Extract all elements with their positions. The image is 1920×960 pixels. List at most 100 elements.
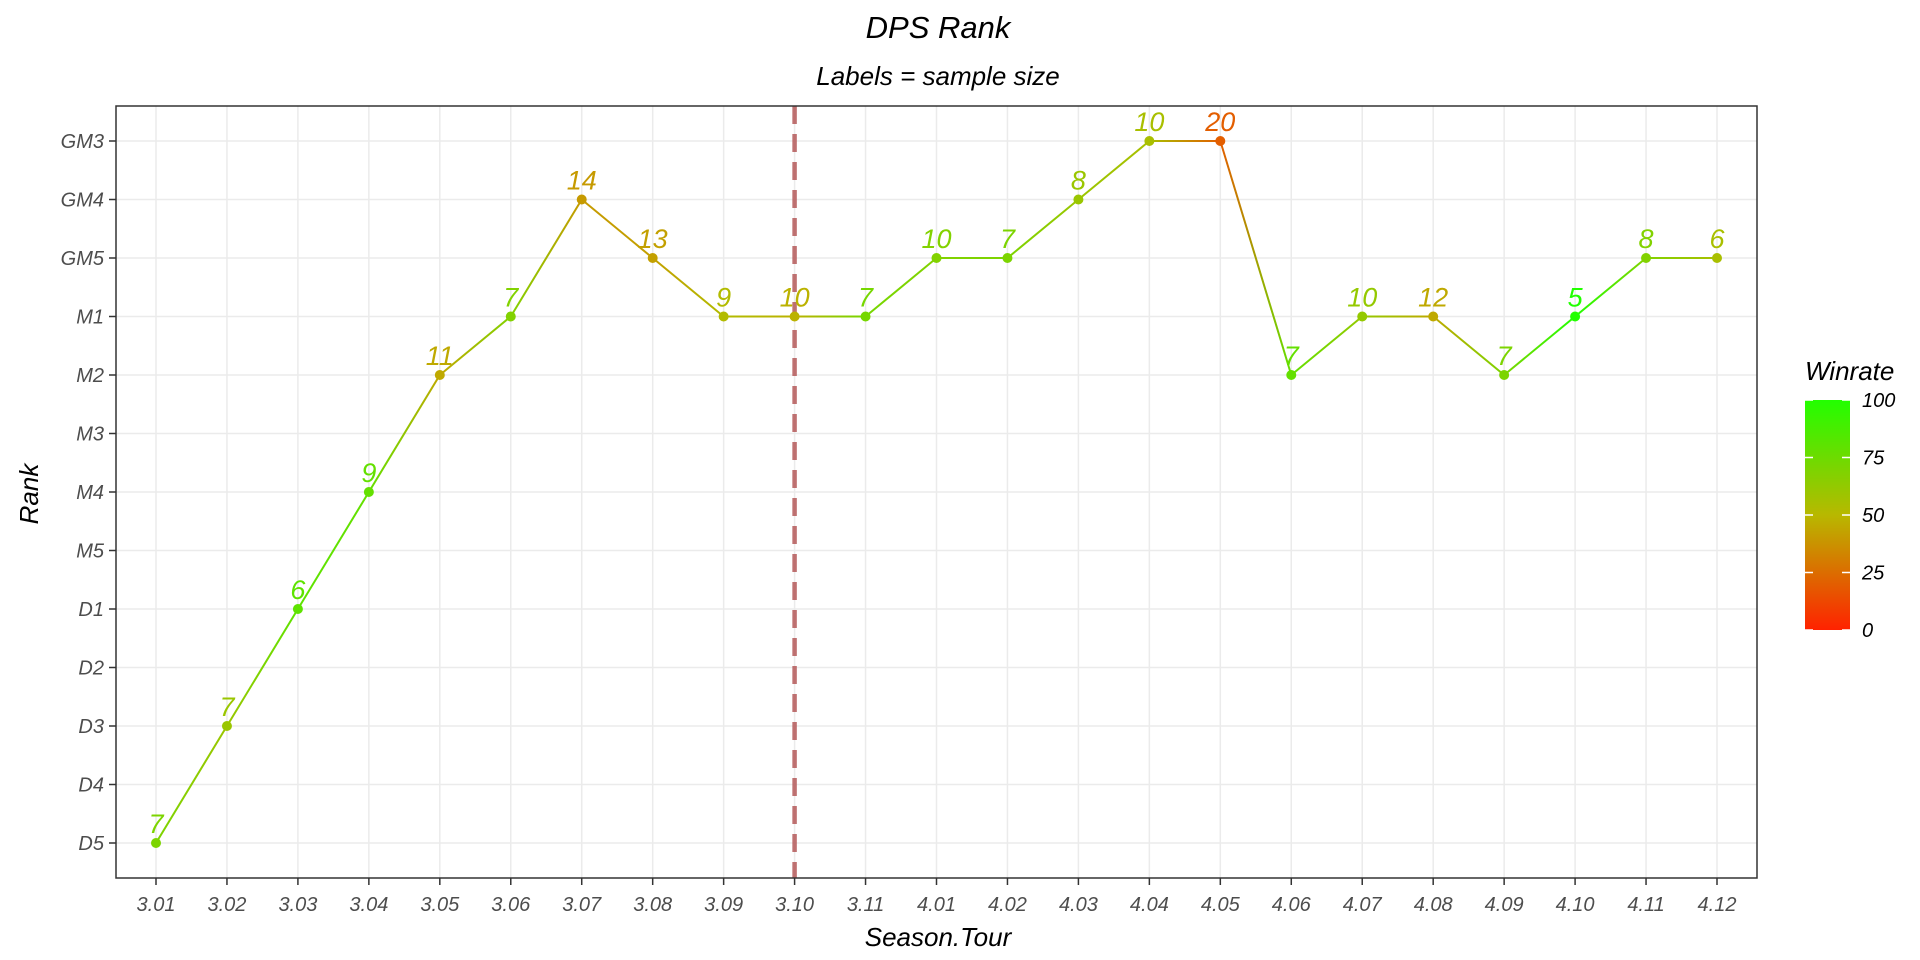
x-tick-label: 3.03 (278, 894, 317, 916)
series-segment (1503, 315, 1576, 376)
chart-subtitle: Labels = sample size (816, 61, 1060, 91)
x-tick-label: 3.04 (349, 894, 388, 916)
data-point (718, 311, 729, 322)
data-point (151, 838, 161, 848)
data-point (363, 487, 374, 497)
data-point (1215, 136, 1226, 146)
y-tick-label: M3 (76, 424, 104, 446)
series-segment (439, 315, 512, 376)
grid-lines (116, 106, 1757, 878)
y-tick-label: D1 (78, 599, 104, 621)
legend-tick-label: 75 (1862, 448, 1885, 470)
data-label: 9 (716, 283, 731, 313)
y-tick-label: GM3 (61, 131, 104, 153)
data-label: 10 (1134, 107, 1164, 137)
series-segment (155, 725, 228, 844)
data-point (1712, 253, 1722, 263)
data-point (1428, 311, 1439, 322)
data-label: 7 (858, 283, 874, 313)
data-point (1002, 253, 1013, 263)
y-axis-label: Rank (14, 462, 44, 525)
series-segment (1574, 257, 1647, 318)
data-point (292, 604, 303, 614)
x-tick-label: 4.11 (1627, 894, 1664, 916)
data-label: 6 (1709, 224, 1725, 254)
series-segment (652, 257, 725, 318)
data-point (434, 370, 445, 380)
data-labels-layer: 7 7 6 9 11 7 14 13 9 10 7 10 7 8 10 20 7 10 12 7 5 8 6 (148, 107, 1725, 839)
data-point (1357, 311, 1368, 322)
series-segment (226, 608, 299, 727)
series-segment (297, 491, 370, 610)
x-tick-label: 3.02 (207, 894, 246, 916)
x-tick-label: 3.09 (704, 894, 743, 916)
data-label: 14 (567, 166, 597, 196)
series-segment (1077, 140, 1150, 201)
y-axis-ticks: D5 D4 D3 D2 D1 M5 M4 M3 M2 M1 GM5 GM4 GM3 (61, 131, 116, 855)
data-point (1073, 194, 1084, 205)
x-tick-label: 4.01 (917, 894, 956, 916)
x-tick-label: 4.06 (1272, 894, 1312, 916)
data-points-layer (151, 136, 1722, 848)
data-label: 12 (1418, 283, 1448, 313)
data-point (221, 721, 232, 731)
data-point (647, 253, 658, 263)
y-tick-label: M5 (76, 541, 105, 563)
data-label: 10 (921, 224, 951, 254)
x-tick-label: 4.12 (1698, 894, 1737, 916)
y-tick-label: M4 (76, 482, 104, 504)
data-label: 6 (290, 575, 306, 605)
series-segment (581, 198, 654, 259)
legend-tick-label: 100 (1862, 390, 1895, 412)
x-tick-label: 4.08 (1414, 894, 1453, 916)
y-tick-label: GM5 (61, 248, 105, 270)
x-tick-label: 3.08 (633, 894, 672, 916)
data-label: 11 (426, 341, 454, 371)
data-label: 5 (1568, 283, 1584, 313)
series-segment (864, 257, 938, 318)
x-axis-label: Season.Tour (865, 922, 1013, 952)
data-point (1144, 136, 1155, 146)
data-label: 7 (219, 692, 235, 722)
x-tick-label: 3.10 (775, 894, 814, 916)
data-label: 7 (148, 809, 164, 839)
legend-title: Winrate (1805, 356, 1894, 386)
legend-tick-label: 25 (1861, 563, 1885, 585)
data-label: 8 (1639, 224, 1654, 254)
x-axis-ticks: 3.01 3.02 3.03 3.04 3.05 3.06 3.07 3.08 3.09 3.10… (137, 878, 1737, 916)
data-label: 7 (1497, 341, 1513, 371)
series-segment (1432, 315, 1505, 376)
y-tick-label: D2 (78, 658, 104, 680)
data-label: 7 (1284, 341, 1300, 371)
y-tick-label: D3 (78, 716, 104, 738)
series-segment (368, 374, 441, 493)
data-point (1641, 253, 1652, 263)
x-tick-label: 3.11 (847, 894, 884, 916)
data-point (576, 194, 587, 205)
x-tick-label: 3.06 (491, 894, 531, 916)
data-label: 8 (1071, 166, 1086, 196)
data-label: 20 (1204, 107, 1235, 137)
x-tick-label: 4.10 (1556, 894, 1595, 916)
data-point (1499, 370, 1510, 380)
data-point (789, 311, 800, 322)
y-tick-label: M1 (76, 307, 104, 329)
legend-ticks: 100 75 50 25 0 (1805, 390, 1895, 642)
data-label: 13 (638, 224, 668, 254)
data-point (505, 311, 516, 322)
data-label: 9 (361, 458, 376, 488)
y-tick-label: GM4 (61, 190, 104, 212)
x-tick-label: 3.05 (420, 894, 460, 916)
series-line-layer (155, 140, 1717, 844)
legend-tick-label: 50 (1862, 505, 1884, 527)
winrate-legend: Winrate 100 75 50 25 0 (1805, 356, 1895, 642)
series-segment (1006, 198, 1080, 259)
x-tick-label: 4.05 (1201, 894, 1241, 916)
x-tick-label: 4.04 (1130, 894, 1169, 916)
data-label: 7 (503, 283, 519, 313)
data-point (1570, 311, 1581, 322)
data-point (931, 253, 942, 263)
y-tick-label: D4 (78, 775, 104, 797)
chart-title: DPS Rank (866, 10, 1012, 45)
